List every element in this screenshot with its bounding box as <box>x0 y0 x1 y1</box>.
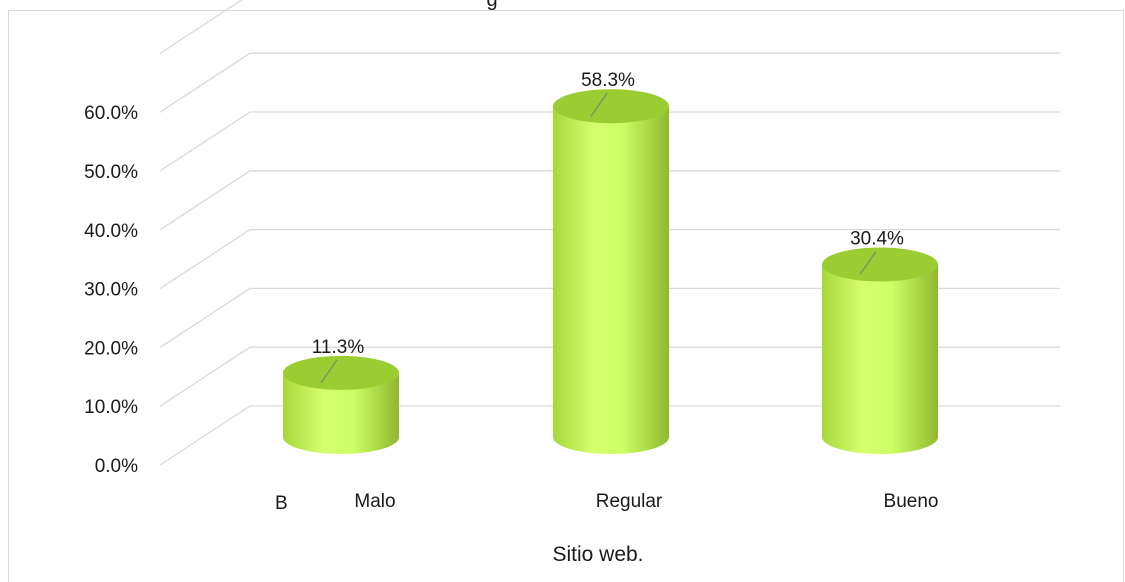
gridline <box>159 405 1060 466</box>
data-label-leader <box>590 92 608 117</box>
gridline <box>159 52 1060 113</box>
bars <box>283 89 938 454</box>
gridline <box>159 287 1060 348</box>
x-category-label: Regular <box>596 491 663 512</box>
stray-label: B <box>275 493 288 514</box>
y-tick-label: 10.0% <box>84 397 138 418</box>
x-axis-title: Sitio web. <box>552 543 643 566</box>
gridline <box>159 346 1060 407</box>
chart-frame <box>8 10 1124 582</box>
y-tick-label: 30.0% <box>84 280 138 301</box>
x-axis-categories: Malo Regular Bueno <box>354 491 938 512</box>
bar-malo <box>283 355 399 454</box>
bar-bueno <box>822 247 938 454</box>
data-label-leader <box>320 359 338 384</box>
x-category-label: Bueno <box>884 491 939 512</box>
y-axis-ticks: 0.0% 10.0% 20.0% 30.0% 40.0% 50.0% 60.0% <box>84 103 138 477</box>
gridline <box>159 170 1060 231</box>
y-tick-label: 20.0% <box>84 338 138 359</box>
gridlines <box>159 0 1060 466</box>
bar-regular <box>553 89 669 454</box>
gridline <box>159 0 243 54</box>
y-tick-label: 40.0% <box>84 221 138 242</box>
gridline <box>159 228 1060 290</box>
data-label-leader <box>859 251 877 275</box>
y-tick-label: 60.0% <box>84 103 138 124</box>
data-label: 11.3% <box>312 337 365 358</box>
y-tick-label: 0.0% <box>95 456 138 477</box>
data-label: 30.4% <box>850 229 904 250</box>
data-labels: 11.3% 58.3% 30.4% <box>312 70 904 384</box>
x-category-label: Malo <box>354 491 395 512</box>
y-tick-label: 50.0% <box>84 162 138 183</box>
data-label: 58.3% <box>581 70 635 91</box>
gridline <box>159 111 1060 172</box>
chart-title: g <box>486 0 497 11</box>
